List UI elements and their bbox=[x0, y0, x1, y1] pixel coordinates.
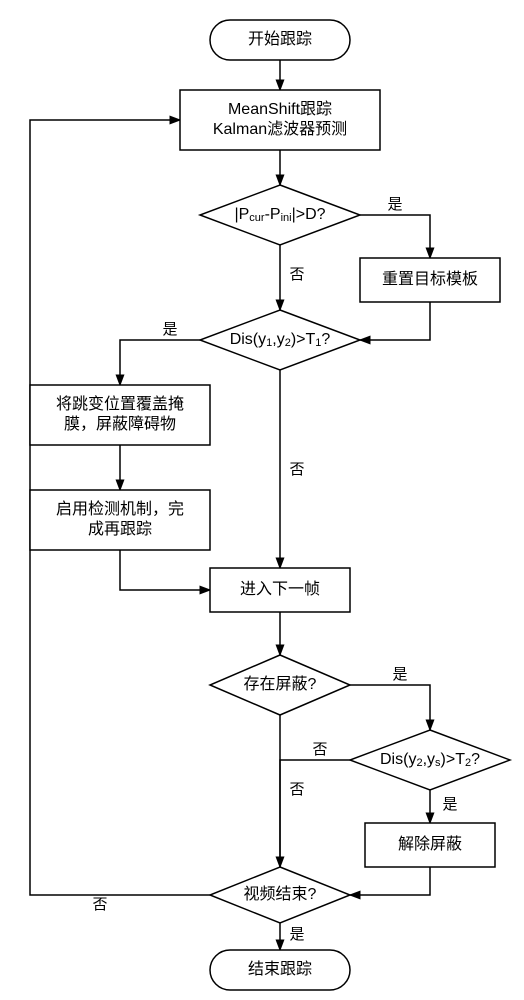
node-start: 开始跟踪 bbox=[210, 20, 350, 60]
svg-text:存在屏蔽?: 存在屏蔽? bbox=[244, 675, 317, 693]
edge-label: 否 bbox=[289, 461, 304, 478]
node-reset: 重置目标模板 bbox=[360, 258, 500, 302]
svg-text:启用检测机制，完: 启用检测机制，完 bbox=[56, 500, 184, 518]
svg-text:膜，屏蔽障碍物: 膜，屏蔽障碍物 bbox=[64, 415, 176, 433]
edge-label: 否 bbox=[92, 896, 107, 913]
node-meanshift: MeanShift跟踪 Kalman滤波器预测 bbox=[180, 90, 380, 150]
flow-edge bbox=[280, 760, 350, 867]
edge-label: 否 bbox=[312, 741, 327, 758]
edge-label: 是 bbox=[162, 321, 177, 338]
node-end: 结束跟踪 bbox=[210, 950, 350, 990]
node-d1: |Pcur-Pini|>D? bbox=[200, 185, 360, 245]
svg-text:Kalman滤波器预测: Kalman滤波器预测 bbox=[213, 120, 347, 138]
node-nextframe: 进入下一帧 bbox=[210, 568, 350, 612]
svg-text:MeanShift跟踪: MeanShift跟踪 bbox=[228, 100, 332, 118]
node-d2: Dis(y1,y2)>T1? bbox=[200, 310, 360, 370]
svg-text:重置目标模板: 重置目标模板 bbox=[382, 270, 478, 288]
flow-edge bbox=[350, 685, 430, 730]
svg-text:成再跟踪: 成再跟踪 bbox=[88, 520, 152, 538]
flow-edge bbox=[120, 340, 200, 385]
svg-text:结束跟踪: 结束跟踪 bbox=[248, 960, 312, 978]
node-unmask: 解除屏蔽 bbox=[365, 823, 495, 867]
node-mask: 将跳变位置覆盖掩膜，屏蔽障碍物 bbox=[30, 385, 210, 445]
svg-text:视频结束?: 视频结束? bbox=[244, 885, 317, 903]
svg-text:解除屏蔽: 解除屏蔽 bbox=[398, 835, 462, 853]
flow-edge bbox=[350, 867, 430, 895]
node-d4: Dis(y2,ys)>T2? bbox=[350, 730, 510, 790]
flow-edge bbox=[120, 550, 210, 590]
node-detect: 启用检测机制，完成再跟踪 bbox=[30, 490, 210, 550]
flow-edge bbox=[360, 302, 430, 340]
svg-text:|Pcur-Pini|>D?: |Pcur-Pini|>D? bbox=[234, 206, 325, 223]
edge-label: 是 bbox=[387, 196, 402, 213]
edge-label: 否 bbox=[289, 781, 304, 798]
node-d3: 存在屏蔽? bbox=[210, 655, 350, 715]
edge-label: 否 bbox=[289, 266, 304, 283]
flowchart-canvas: 是否是否是否否是是否开始跟踪MeanShift跟踪Kalman滤波器预测|Pcu… bbox=[0, 0, 524, 1000]
edge-label: 是 bbox=[289, 926, 304, 943]
edge-label: 是 bbox=[442, 796, 457, 813]
node-d5: 视频结束? bbox=[210, 867, 350, 923]
svg-text:进入下一帧: 进入下一帧 bbox=[240, 580, 320, 598]
flow-edge bbox=[360, 215, 430, 258]
svg-text:开始跟踪: 开始跟踪 bbox=[248, 30, 312, 48]
edge-label: 是 bbox=[392, 666, 407, 683]
svg-text:将跳变位置覆盖掩: 将跳变位置覆盖掩 bbox=[56, 395, 184, 413]
